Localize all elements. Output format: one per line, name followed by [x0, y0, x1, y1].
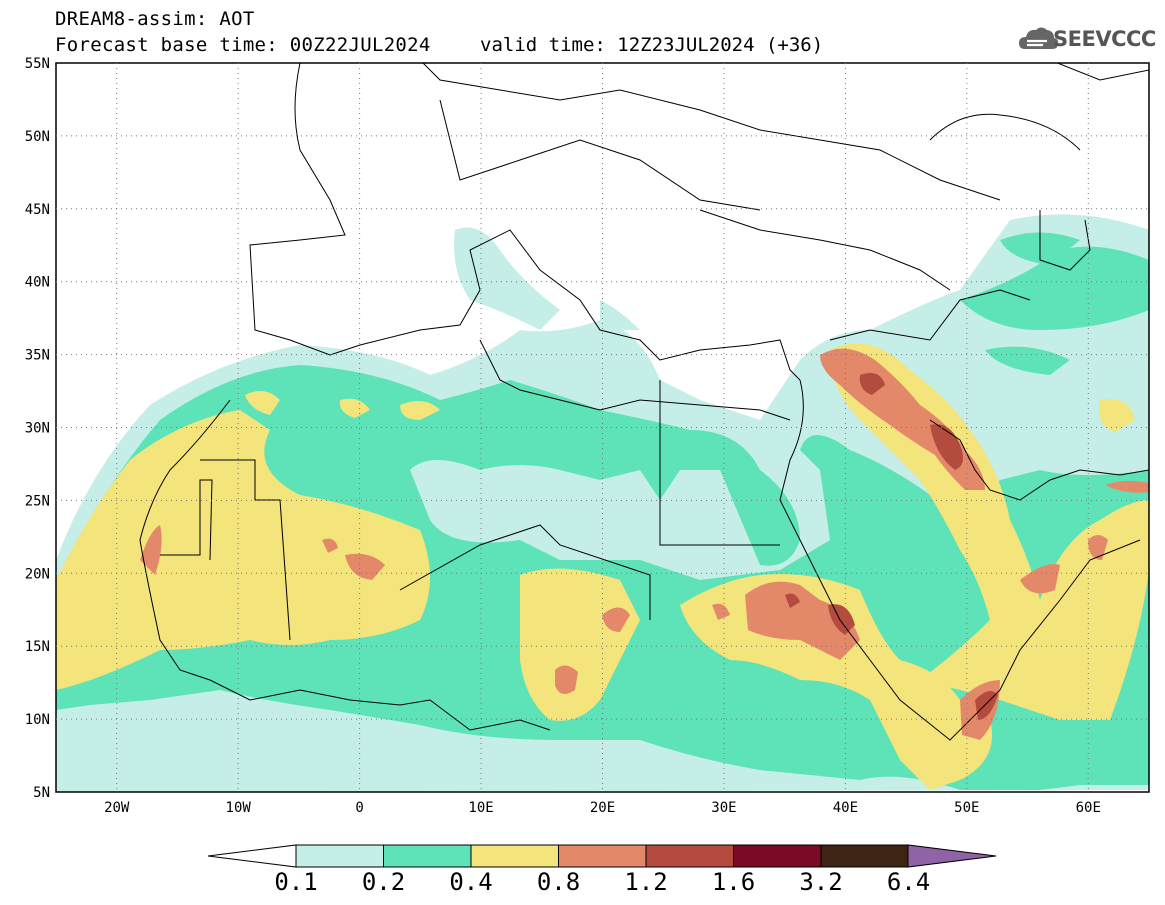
colorbar-box — [470, 844, 559, 868]
lon-label: 20E — [590, 800, 615, 816]
forecast-base-time: Forecast base time: 00Z22JUL2024 — [55, 34, 431, 56]
cloud-icon — [1019, 27, 1059, 49]
valid-time: valid time: 12Z23JUL2024 (+36) — [480, 34, 824, 56]
lon-label: 20W — [104, 800, 130, 816]
colorbar-box — [645, 844, 734, 868]
lon-label: 60E — [1076, 800, 1101, 816]
lat-label: 15N — [25, 639, 50, 655]
lon-label: 10E — [468, 800, 493, 816]
colorbar-under-arrow — [207, 844, 297, 868]
colorbar-label: 1.6 — [711, 868, 756, 896]
seevccc-logo: SEEVCCC — [1053, 27, 1156, 51]
lat-label: 20N — [25, 566, 50, 582]
colorbar-boxes — [295, 844, 909, 868]
lat-label: 35N — [25, 348, 50, 364]
lat-label: 50N — [25, 129, 50, 145]
colorbar-over-arrow — [907, 844, 997, 868]
lat-label: 55N — [25, 56, 50, 72]
colorbar-box — [733, 844, 822, 868]
lat-label: 40N — [25, 275, 50, 291]
longitude-labels: 20W 10W 0 10E 20E 30E 40E 50E 60E — [104, 800, 1101, 816]
lat-label: 30N — [25, 421, 50, 437]
lat-label: 45N — [25, 202, 50, 218]
colorbar-label: 1.2 — [624, 868, 668, 896]
colorbar — [207, 844, 997, 868]
colorbar-label: 0.2 — [361, 868, 406, 896]
latitude-labels: 55N 50N 45N 40N 35N 30N 25N 20N 15N 10N 5N — [25, 56, 50, 801]
lat-label: 5N — [33, 785, 50, 801]
lon-label: 50E — [954, 800, 979, 816]
lon-label: 10W — [226, 800, 252, 816]
colorbar-box — [295, 844, 384, 868]
lat-label: 25N — [25, 493, 50, 509]
map-title: DREAM8-assim: AOT — [55, 8, 255, 30]
lon-label: 30E — [711, 800, 736, 816]
colorbar-box — [383, 844, 472, 868]
colorbar-box — [558, 844, 647, 868]
lon-label: 0 — [355, 800, 363, 816]
colorbar-box — [820, 844, 909, 868]
colorbar-label: 0.1 — [274, 868, 318, 896]
colorbar-label: 6.4 — [886, 868, 931, 896]
colorbar-label: 0.4 — [449, 868, 493, 896]
colorbar-label: 0.8 — [536, 868, 581, 896]
lat-label: 10N — [25, 712, 50, 728]
graticule — [56, 63, 1149, 792]
lon-label: 40E — [833, 800, 858, 816]
colorbar-label: 3.2 — [799, 868, 843, 896]
aot-field — [56, 63, 1149, 792]
coastlines — [56, 63, 1149, 792]
